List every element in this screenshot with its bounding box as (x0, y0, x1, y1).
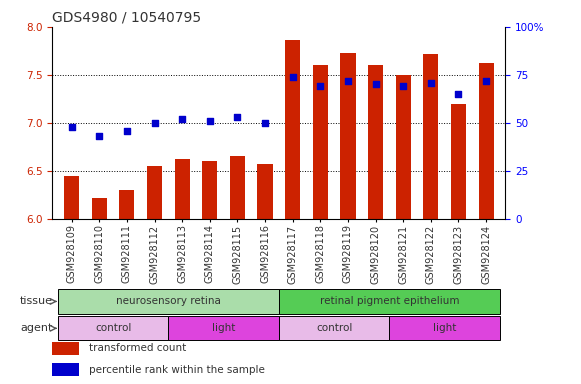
Point (426, 79, 436, 86)
Point (67, 124, 76, 130)
Bar (58, 290, 279, 313)
Bar (279, 316, 389, 340)
Text: control: control (95, 323, 131, 333)
Bar (52, 342, 80, 355)
Point (122, 127, 131, 134)
Bar (257, 164, 272, 219)
Text: transformed count: transformed count (88, 343, 186, 354)
Text: percentile rank within the sample: percentile rank within the sample (88, 364, 264, 375)
Text: neurosensory retina: neurosensory retina (116, 296, 221, 306)
Text: agent: agent (20, 323, 53, 333)
Bar (119, 190, 134, 219)
Text: light: light (433, 323, 456, 333)
Bar (451, 104, 466, 219)
Point (205, 118, 214, 124)
Point (178, 116, 187, 122)
Text: retinal pigment epithelium: retinal pigment epithelium (320, 296, 459, 306)
Point (371, 81, 380, 88)
Bar (389, 316, 500, 340)
Bar (58, 316, 168, 340)
Bar (230, 156, 245, 219)
Text: light: light (212, 323, 235, 333)
Point (482, 78, 491, 84)
Bar (202, 161, 217, 219)
Bar (147, 166, 162, 219)
Point (315, 83, 325, 89)
Bar (52, 363, 80, 376)
Bar (64, 176, 79, 219)
Text: tissue: tissue (20, 296, 53, 306)
Bar (174, 159, 190, 219)
Bar (279, 290, 500, 313)
Text: GDS4980 / 10540795: GDS4980 / 10540795 (52, 10, 202, 24)
Bar (168, 316, 279, 340)
Bar (424, 54, 439, 219)
Point (454, 91, 463, 97)
Point (233, 114, 242, 120)
Bar (92, 198, 107, 219)
Bar (396, 75, 411, 219)
Text: control: control (316, 323, 352, 333)
Bar (479, 63, 494, 219)
Point (399, 83, 408, 89)
Point (95, 133, 104, 139)
Point (150, 120, 159, 126)
Point (260, 120, 270, 126)
Point (343, 78, 353, 84)
Bar (340, 53, 356, 219)
Point (288, 74, 297, 80)
Bar (313, 65, 328, 219)
Bar (285, 40, 300, 219)
Bar (368, 65, 383, 219)
